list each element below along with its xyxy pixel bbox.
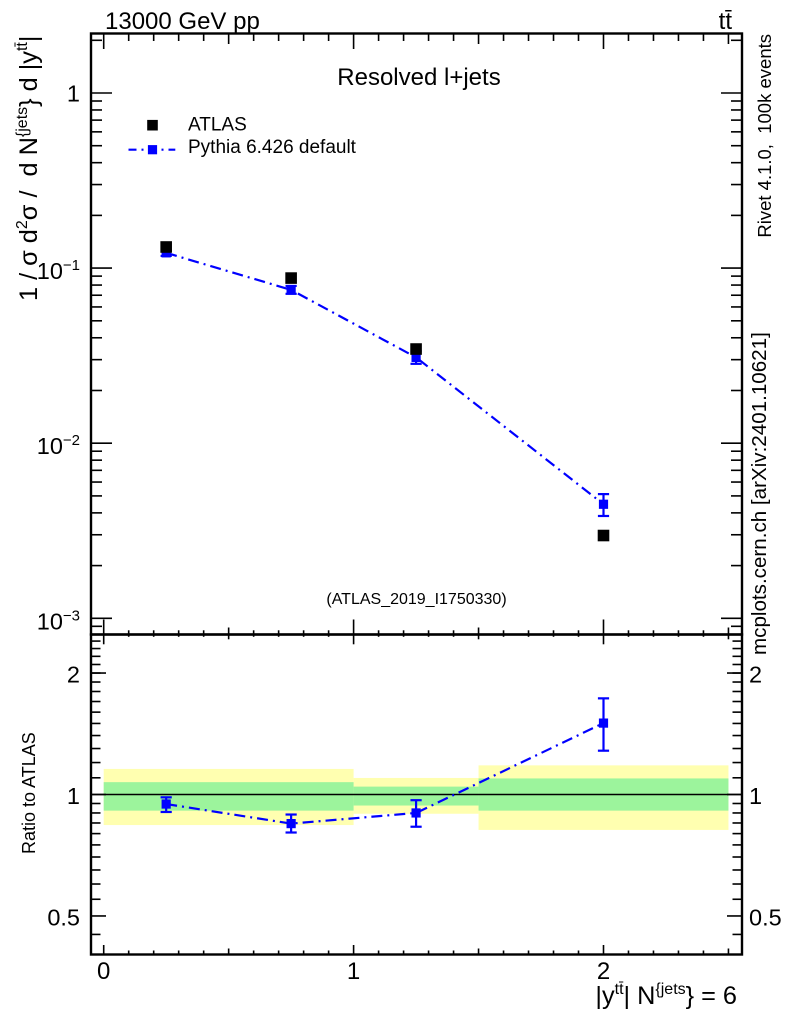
pythia-marker-1: [286, 285, 296, 295]
y-main-tick-label-0: 1: [67, 81, 80, 107]
ratio-band-inner-0: [103, 782, 354, 811]
y-ratio-tick-label-left-1: 1: [67, 783, 80, 809]
analysis-watermark: (ATLAS_2019_I1750330): [326, 591, 506, 608]
ratio-marker-3: [598, 718, 609, 728]
ratio-marker-1: [286, 818, 296, 829]
legend-label-pythia: Pythia 6.426 default: [188, 137, 357, 158]
y-main-tick-label-2: 10−2: [37, 432, 80, 459]
atlas-marker-1: [285, 272, 297, 284]
x-axis-title: |ytt̄| N{jets} = 6: [595, 981, 737, 1010]
y-ratio-tick-label-right-2: 2: [749, 662, 762, 688]
x-tick-label-1: 1: [347, 958, 360, 985]
axes-frame-layer: [89, 32, 744, 956]
legend-label-atlas: ATLAS: [188, 115, 247, 136]
ratio-marker-0: [161, 799, 171, 809]
plot-title: Resolved l+jets: [337, 64, 500, 91]
ratio-y-axis-title: Ratio to ATLAS: [19, 732, 39, 854]
ratio-band-inner-1: [353, 786, 479, 806]
caption-rivet-version: Rivet 4.1.0, 100k events: [754, 34, 775, 238]
tick-label-layer: 0 1 2 1 10−1 10−2 10−3 0.5 0.5 1 1 2 2: [37, 81, 782, 986]
pythia-line-ratio: [166, 722, 604, 825]
y-ratio-tick-label-left-2: 2: [67, 662, 80, 688]
pythia-line-main: [165, 251, 605, 506]
legend-pythia-marker: [147, 145, 158, 155]
y-ratio-tick-label-right-0.5: 0.5: [749, 904, 782, 930]
y-ratio-tick-label-left-0.5: 0.5: [47, 904, 80, 930]
legend-atlas-marker: [147, 119, 158, 131]
pythia-marker-0: [161, 248, 171, 258]
y-main-tick-label-3: 10−3: [37, 607, 80, 634]
atlas-marker-2: [410, 343, 422, 355]
pythia-marker-3: [598, 499, 609, 509]
main-y-axis-title: 1 / σ d2σ / d N{jets} d |ytt̄|: [14, 36, 43, 301]
data-layer: [128, 119, 610, 834]
y-main-tick-label-1: 10−1: [37, 257, 80, 284]
ratio-marker-2: [411, 808, 421, 818]
page-title-process: tt̄: [719, 8, 733, 35]
caption-mcplots-arxiv: mcplots.cern.ch [arXiv:2401.10621]: [748, 332, 771, 655]
x-tick-label-0: 0: [97, 958, 110, 985]
page-title-energy: 13000 GeV pp: [105, 8, 260, 35]
pythia-marker-2: [411, 352, 421, 363]
atlas-marker-0: [160, 241, 172, 253]
y-ratio-tick-label-right-1: 1: [749, 783, 762, 809]
ratio-uncertainty-bands: [91, 765, 742, 830]
atlas-marker-3: [597, 529, 610, 542]
x-tick-label-2: 2: [597, 958, 610, 985]
